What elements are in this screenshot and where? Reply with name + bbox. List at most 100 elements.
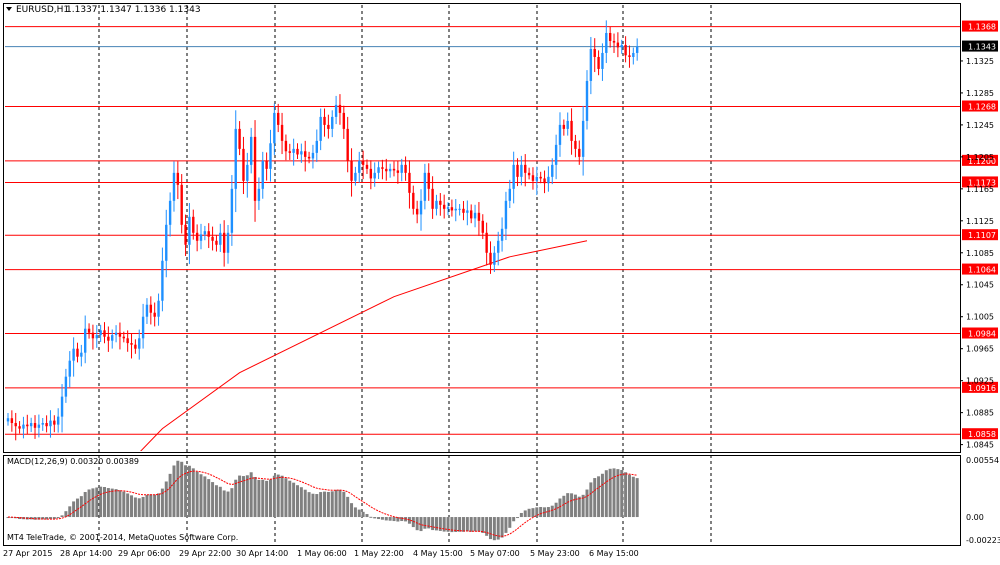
candle-body-up (374, 173, 376, 179)
macd-histogram-bar (365, 514, 368, 517)
candle-body-up (621, 45, 623, 47)
candle-body-down (524, 165, 526, 173)
candle-body-down (134, 345, 136, 349)
macd-histogram-bar (628, 475, 631, 517)
price-tick-label: 1.1125 (966, 217, 994, 226)
candles (7, 20, 639, 440)
candle-body-down (281, 125, 283, 141)
candle-body-up (99, 330, 101, 335)
candle-body-up (30, 423, 32, 426)
candle-body-up (458, 209, 460, 210)
macd-histogram-bar (616, 469, 619, 517)
macd-histogram-bar (620, 470, 623, 517)
candle-body-down (516, 165, 518, 177)
macd-histogram-bar (261, 480, 264, 517)
dropdown-arrow-icon[interactable] (6, 7, 12, 11)
price-tick-label: 1.1285 (966, 89, 994, 98)
macd-histogram-bar (551, 506, 554, 517)
macd-histogram-bar (338, 490, 341, 517)
candle-body-down (539, 177, 541, 179)
candle-body-down (613, 41, 615, 43)
candle-body-down (408, 173, 410, 193)
macd-histogram-bar (149, 494, 152, 517)
candle-body-up (455, 209, 457, 211)
candle-body-down (304, 151, 306, 157)
candle-body-down (153, 313, 155, 317)
time-tick-label: 5 May 07:00 (470, 549, 520, 558)
macd-histogram-bar (145, 495, 148, 517)
macd-histogram-bar (207, 479, 210, 517)
candle-body-down (15, 423, 17, 426)
price-tick-label: 1.0845 (966, 441, 994, 450)
candle-body-down (242, 149, 244, 181)
macd-histogram-bar (512, 517, 515, 521)
time-tick-label: 1 May 06:00 (297, 549, 347, 558)
macd-histogram-bar (157, 493, 160, 517)
macd-histogram-bar (369, 517, 372, 518)
candle-body-down (76, 349, 78, 357)
copyright-text: MT4 TeleTrade, © 2001-2014, MetaQuotes S… (7, 533, 238, 542)
candle-body-down (34, 423, 36, 428)
macd-histogram-bar (508, 517, 511, 528)
candle-body-up (246, 165, 248, 181)
candle-body-down (130, 343, 132, 345)
macd-histogram-bar (126, 493, 129, 517)
time-tick-label: 30 Apr 14:00 (236, 549, 288, 558)
macd-histogram-bar (176, 461, 179, 517)
macd-histogram-bar (493, 517, 496, 540)
macd-histogram-bar (516, 517, 519, 518)
candle-body-down (366, 165, 368, 169)
macd-histogram-bar (381, 517, 384, 520)
candle-body-up (358, 161, 360, 173)
macd-histogram-bar (281, 476, 284, 517)
candle-body-down (404, 165, 406, 173)
candle-body-down (285, 141, 287, 151)
candle-body-up (292, 149, 294, 153)
macd-histogram-bar (311, 494, 314, 517)
candle-body-up (273, 113, 275, 143)
candle-body-down (439, 201, 441, 205)
candle-body-down (574, 141, 576, 149)
macd-histogram-bar (134, 497, 137, 517)
macd-histogram-bar (586, 490, 589, 518)
candle-body-up (250, 137, 252, 165)
candle-body-down (119, 333, 121, 337)
macd-histogram-bar (393, 517, 396, 521)
candle-body-down (416, 209, 418, 215)
moving-average-line (135, 241, 587, 457)
macd-histogram-bar (88, 489, 91, 517)
macd-histogram-bar (431, 517, 434, 530)
candle-body-down (53, 421, 55, 425)
macd-histogram-bar (331, 491, 334, 517)
macd-histogram-bar (300, 487, 303, 517)
macd-histogram-bar (234, 480, 237, 517)
time-tick-label: 6 May 15:00 (589, 549, 639, 558)
macd-histogram-bar (284, 478, 287, 517)
macd-histogram-bar (385, 517, 388, 520)
chart-symbol: EURUSD,H1 (16, 5, 69, 15)
macd-histogram-bar (524, 510, 527, 517)
time-tick-label: 29 Apr 22:00 (179, 549, 231, 558)
macd-histogram-bar (466, 517, 469, 531)
macd-histogram-bar (153, 495, 156, 517)
moving-average (135, 241, 587, 457)
candle-body-down (323, 117, 325, 125)
macd-histogram-bar (138, 498, 141, 517)
candle-body-down (277, 113, 279, 125)
candle-body-down (543, 178, 545, 183)
macd-histogram-bar (200, 474, 203, 517)
candle-body-down (343, 113, 345, 129)
candle-body-up (138, 338, 140, 348)
candle-body-down (88, 329, 90, 333)
macd-histogram-bar (474, 517, 477, 531)
macd-histogram-bar (531, 508, 534, 517)
candle-body-up (169, 201, 171, 225)
macd-histogram-bar (230, 488, 233, 517)
macd-histogram-bar (609, 469, 612, 517)
macd-histogram-bar (211, 482, 214, 517)
macd-histogram-bar (423, 517, 426, 529)
candle-body-down (254, 137, 256, 201)
macd-histogram-bar (115, 489, 118, 517)
